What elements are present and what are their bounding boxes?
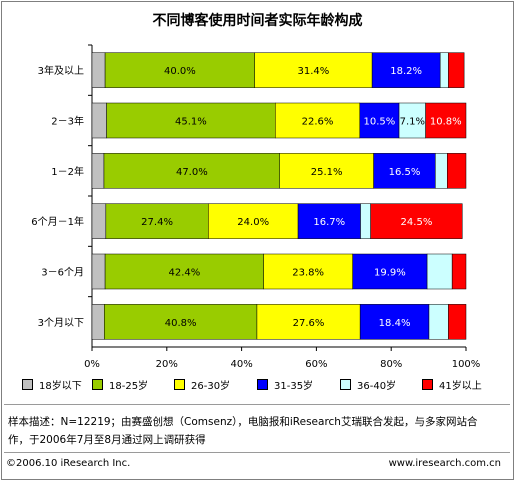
bar-segment (425, 102, 467, 139)
bar-segment (91, 153, 105, 189)
data-label: 10.8% (430, 117, 462, 128)
bar-segment (448, 304, 467, 340)
legend-label: 26-30岁 (191, 381, 231, 392)
data-label: 22.6% (302, 117, 334, 128)
chart-title: 不同博客使用时间者实际年龄构成 (152, 13, 363, 29)
data-label: 31.4% (298, 66, 330, 77)
data-label: 47.0% (176, 167, 208, 178)
legend-item: 18岁以下 (22, 377, 82, 392)
bar-segment (104, 253, 264, 290)
bar-segment (359, 102, 400, 139)
legend-item: 31-35岁 (257, 377, 314, 392)
data-label: 40.0% (164, 66, 196, 77)
bar-segment (359, 304, 430, 340)
bar-segment (297, 203, 361, 239)
bar-segment (447, 153, 467, 189)
bar-segment (360, 203, 371, 239)
sample-footnote: 样本描述：N=12219；由赛盛创想（Comsenz），电脑报和iResearc… (8, 413, 506, 449)
data-label: 27.4% (141, 217, 173, 228)
bar-segment (91, 52, 106, 88)
data-label: 25.1% (311, 167, 343, 178)
category-label: 2－3年 (51, 115, 84, 128)
bar-segment (352, 253, 428, 290)
data-label: 27.6% (293, 318, 325, 329)
bar-segment (104, 304, 258, 340)
legend-label: 18岁以下 (39, 381, 82, 392)
category-label: 6个月－1年 (31, 215, 84, 228)
bar-segment (426, 253, 453, 290)
data-label: 24.5% (401, 217, 433, 228)
legend-item: 36-40岁 (340, 377, 397, 392)
legend-swatch (174, 379, 185, 390)
data-label: 42.4% (168, 268, 200, 279)
data-label: 45.1% (175, 117, 207, 128)
legend-item: 26-30岁 (174, 377, 231, 392)
legend-label: 18-25岁 (109, 381, 149, 392)
bar-segment (279, 153, 374, 189)
data-label: 18.4% (379, 318, 411, 329)
footnote-line-2: 作，于2006年7月至8月通过网上调研获得 (8, 434, 206, 446)
data-label: 7.1% (400, 117, 425, 128)
data-label: 19.9% (374, 268, 406, 279)
data-label: 18.2% (390, 66, 422, 77)
bar-segment (103, 153, 280, 189)
legend-swatch (340, 379, 351, 390)
bar-segment (275, 102, 361, 139)
footnote-line-1: 样本描述：N=12219；由赛盛创想（Comsenz），电脑报和iResearc… (8, 416, 478, 428)
x-tick-label: 40% (230, 359, 252, 370)
x-tick-label: 0% (84, 359, 100, 370)
legend-swatch (92, 379, 103, 390)
chart-legend: 18岁以下 18-25岁 26-30岁 31-35岁 36-40岁 41岁以上 (22, 377, 502, 393)
bar-segment (104, 52, 255, 88)
bar-segment (91, 304, 105, 340)
separator-bottom (4, 452, 510, 453)
bar-segment (439, 52, 449, 88)
category-label: 3－6个月 (41, 267, 84, 279)
x-tick-label: 60% (305, 359, 327, 370)
bar-segment (451, 253, 467, 290)
category-label: 3年及以上 (38, 64, 84, 77)
bar-segment (254, 52, 373, 88)
legend-swatch (257, 379, 268, 390)
data-label: 23.8% (292, 268, 324, 279)
legend-item: 18-25岁 (92, 377, 149, 392)
category-label: 1－2年 (51, 165, 84, 178)
copyright: ©2006.10 iResearch Inc. (6, 458, 131, 469)
bar-segment (105, 203, 209, 239)
bar-segment (106, 102, 276, 139)
legend-label: 31-35岁 (274, 381, 314, 392)
legend-label: 36-40岁 (357, 381, 397, 392)
bar-segment (91, 253, 106, 290)
bar-segment (370, 203, 463, 239)
bar-segment (428, 304, 449, 340)
x-tick-label: 100% (452, 359, 481, 370)
category-label: 3个月以下 (38, 317, 84, 329)
bar-segment (371, 52, 441, 88)
data-label: 16.7% (313, 217, 345, 228)
data-label: 40.8% (165, 318, 197, 329)
legend-swatch (422, 379, 433, 390)
bar-segment (256, 304, 361, 340)
x-tick-label: 20% (156, 359, 178, 370)
separator-top (4, 404, 510, 405)
bar-segment (263, 253, 353, 290)
website-url: www.iresearch.com.cn (388, 458, 501, 469)
legend-swatch (22, 379, 33, 390)
bar-segment (91, 203, 107, 239)
data-label: 16.5% (389, 167, 421, 178)
data-label: 10.5% (364, 117, 396, 128)
data-label: 24.0% (237, 217, 269, 228)
bar-segment (448, 52, 465, 88)
legend-item: 41岁以上 (422, 377, 482, 392)
bar-segment (208, 203, 299, 239)
bar-segment (91, 102, 107, 139)
legend-label: 41岁以上 (439, 381, 482, 392)
bar-segment (435, 153, 448, 189)
x-tick-label: 80% (380, 359, 402, 370)
bar-segment (373, 153, 436, 189)
